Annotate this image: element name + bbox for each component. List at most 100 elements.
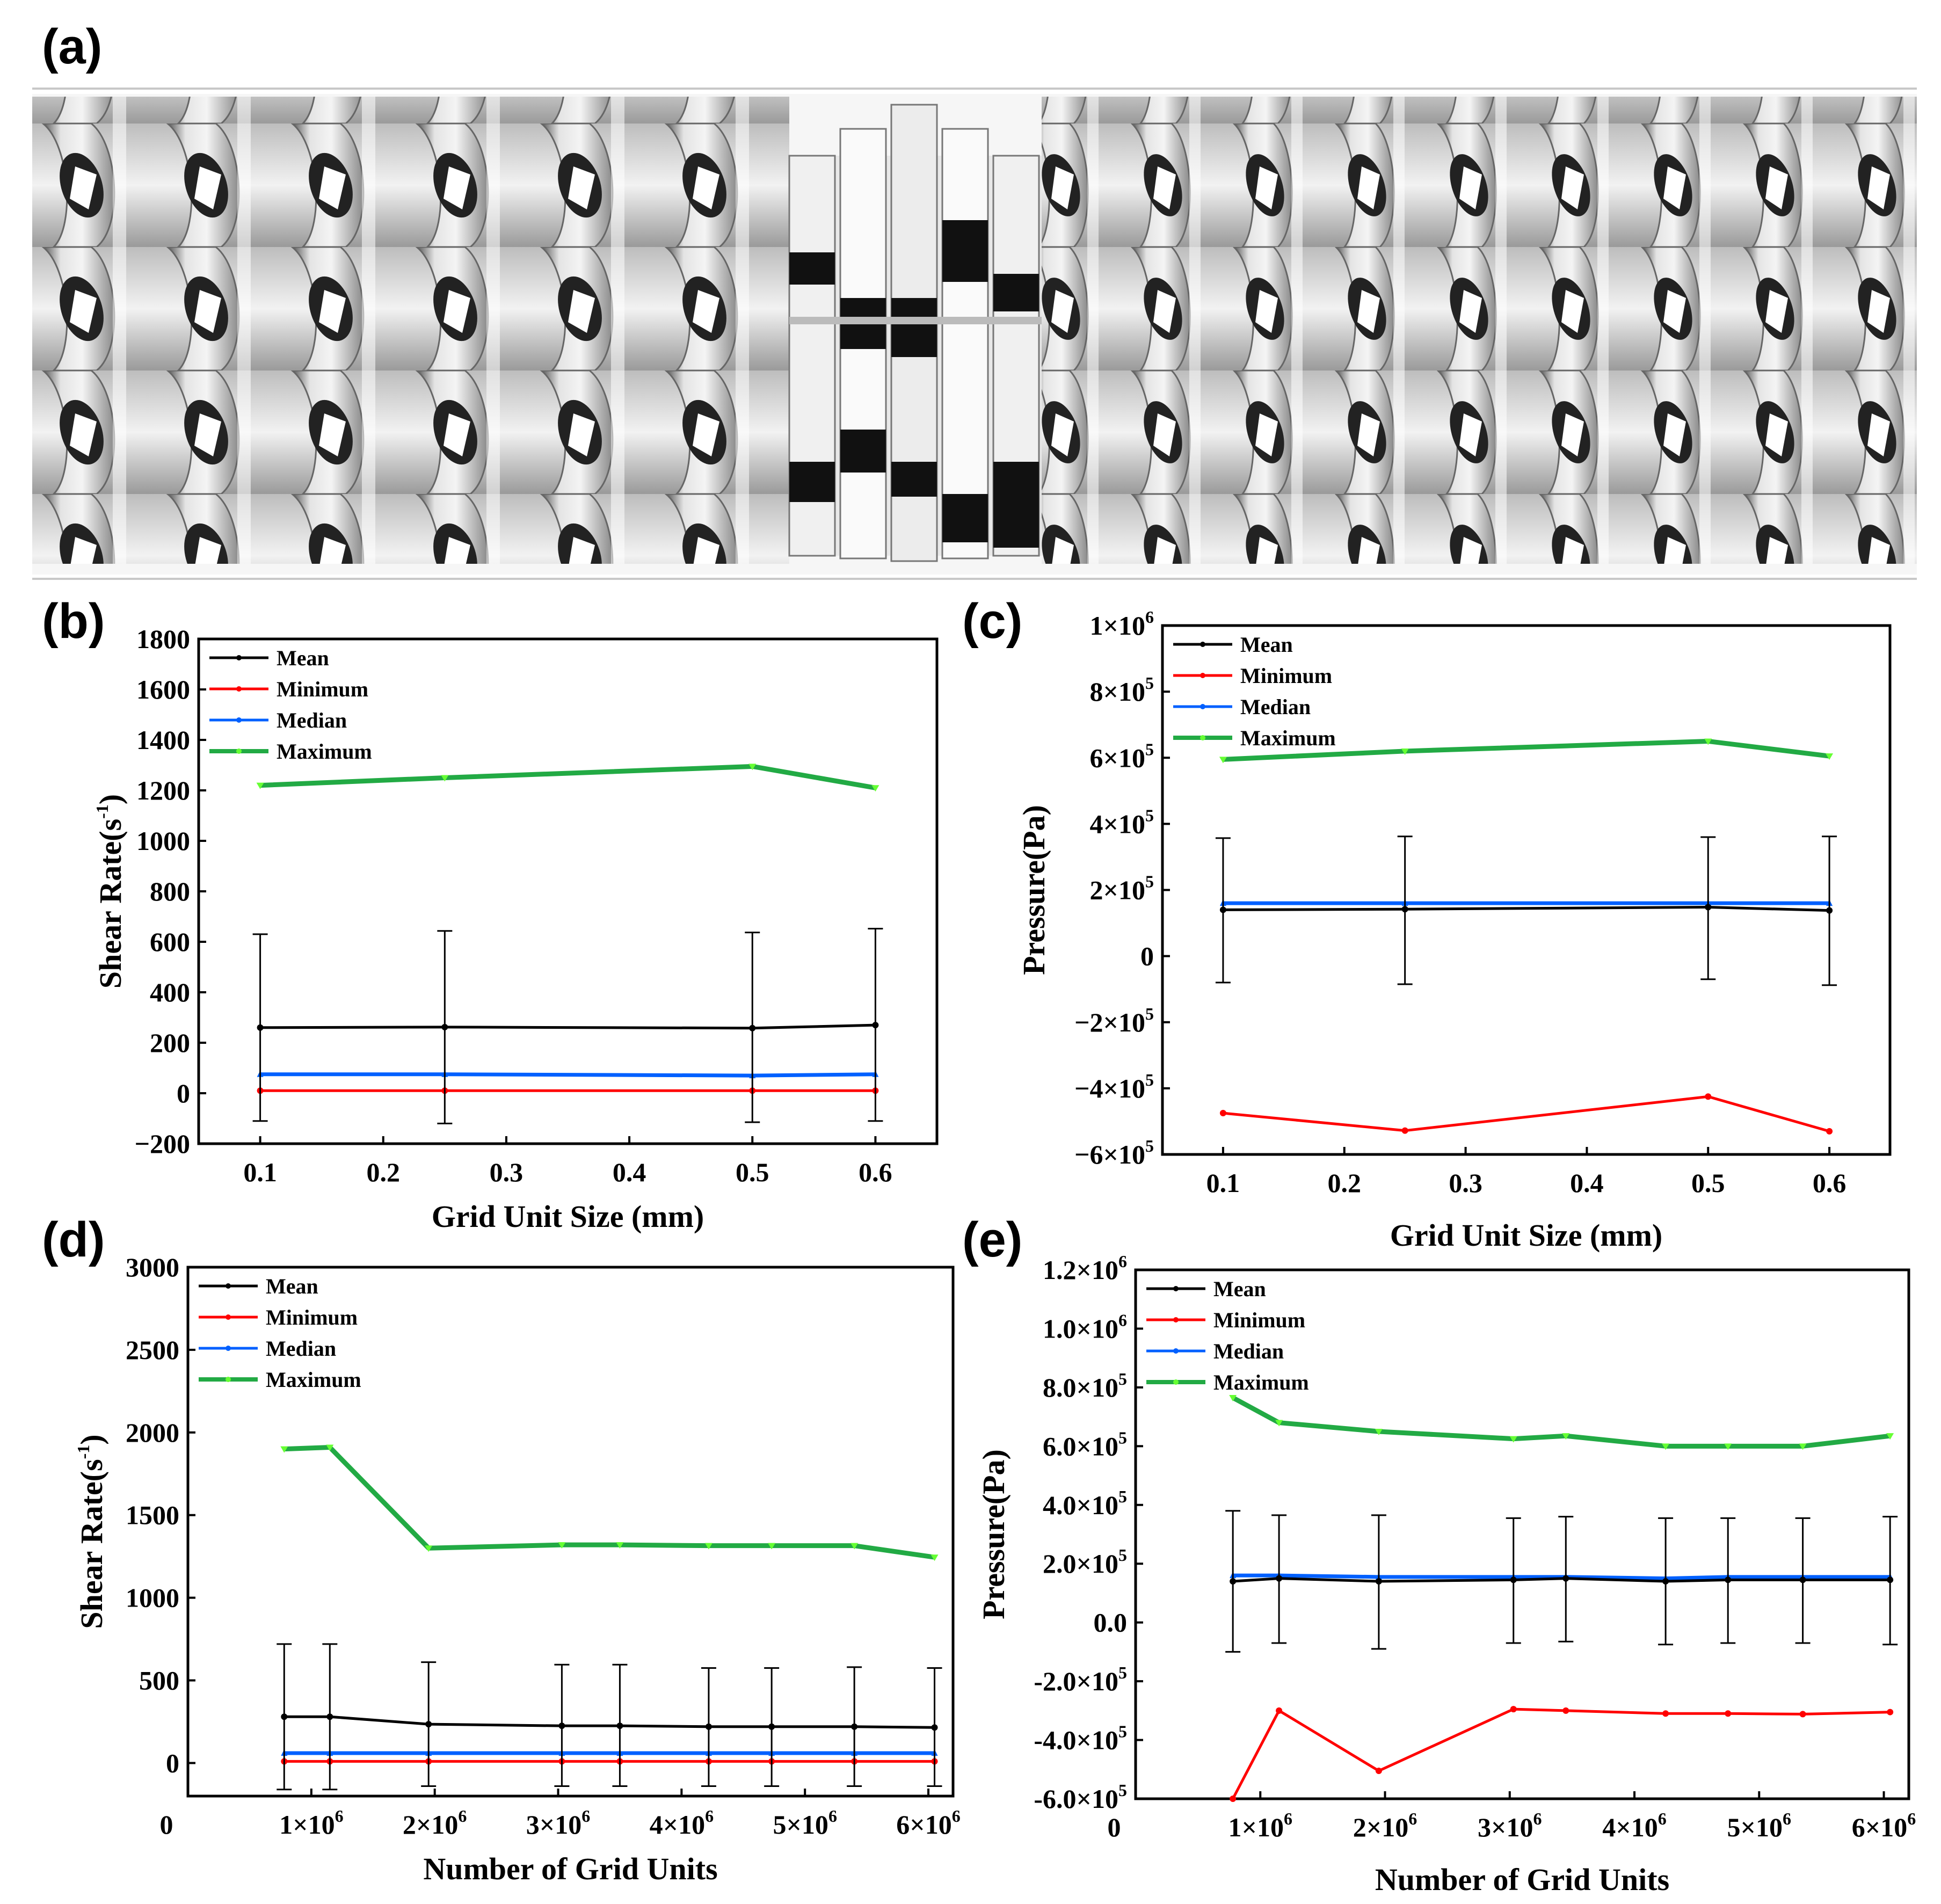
- data-point-minimum: [1219, 1110, 1226, 1117]
- y-tick-label-mantissa: −4×10: [1074, 1073, 1145, 1103]
- x-tick-label-mantissa: 3×10: [526, 1809, 582, 1840]
- y-axis-label: Shear Rate(s-1): [92, 794, 128, 989]
- data-point-minimum: [1705, 1093, 1712, 1100]
- y-axis-label: Pressure(Pa): [1016, 805, 1051, 975]
- data-point-maximum: [704, 1543, 713, 1550]
- series-line-minimum: [1223, 1095, 1830, 1133]
- plot-frame: [1134, 1268, 1910, 1800]
- y-tick-label-mantissa: 1.0×10: [1043, 1313, 1118, 1343]
- data-point-maximum: [256, 782, 264, 789]
- y-axis-label-end: ): [74, 1434, 109, 1444]
- y-axis-label: Pressure(Pa): [976, 1449, 1011, 1619]
- x-tick-label-exponent: 6: [1533, 1809, 1542, 1828]
- y-tick-label-mantissa: 8.0×10: [1043, 1372, 1118, 1402]
- legend-label-maximum: Maximum: [277, 739, 372, 764]
- data-point-minimum: [1662, 1710, 1669, 1717]
- x-tick-label: 0.3: [1449, 1168, 1482, 1198]
- y-tick-label: 2500: [126, 1335, 179, 1365]
- data-point-maximum: [1219, 757, 1227, 764]
- data-point-minimum: [1562, 1707, 1569, 1714]
- y-tick-label: 1800: [136, 624, 190, 654]
- data-point-maximum: [425, 1545, 433, 1552]
- data-point-maximum: [1375, 1428, 1383, 1435]
- y-tick-label: 500: [139, 1666, 179, 1696]
- x-tick-label-mantissa: 6×10: [1852, 1812, 1908, 1842]
- legend-label-median: Median: [266, 1336, 336, 1361]
- x-tick-label: 4×106: [650, 1806, 714, 1840]
- panel-label-c: (c): [962, 594, 1022, 649]
- y-tick-label-mantissa: -4.0×10: [1034, 1725, 1118, 1755]
- data-point-maximum: [930, 1554, 939, 1561]
- x-tick-label-mantissa: 5×10: [1727, 1812, 1783, 1842]
- series-line-mean: [1223, 906, 1830, 912]
- legend-label-minimum: Minimum: [277, 677, 368, 701]
- data-point-maximum: [1704, 738, 1712, 745]
- y-tick-label-exponent: 5: [1145, 805, 1154, 825]
- legend-label-mean: Mean: [266, 1274, 318, 1298]
- y-axis-label-base: Pressure(Pa): [976, 1449, 1011, 1619]
- x-tick-label-mantissa: 4×10: [650, 1809, 706, 1840]
- legend-marker-minimum: [1200, 673, 1205, 678]
- y-tick-label: 1600: [136, 674, 190, 704]
- data-point-maximum: [558, 1542, 566, 1549]
- legend-marker-mean: [1173, 1286, 1179, 1291]
- y-tick-label: 6×105: [1090, 739, 1154, 773]
- legend-label-minimum: Minimum: [1213, 1308, 1305, 1332]
- plot-frame: [186, 1266, 955, 1798]
- series-line-mean: [1233, 1577, 1891, 1583]
- data-point-minimum: [1826, 1128, 1833, 1135]
- data-point-minimum: [1276, 1707, 1283, 1714]
- legend-label-maximum: Maximum: [1213, 1370, 1309, 1394]
- series-line-maximum: [1232, 1396, 1891, 1449]
- legend-marker-maximum: [1173, 1379, 1179, 1385]
- y-tick-label: 1.0×106: [1043, 1310, 1127, 1343]
- data-point-minimum: [1375, 1768, 1382, 1775]
- y-tick-label: 4.0×105: [1043, 1487, 1127, 1520]
- legend-marker-maximum: [236, 748, 242, 754]
- lower-screw-conveying-left: [32, 311, 789, 564]
- panel-label-b: (b): [42, 594, 105, 649]
- data-point-maximum: [748, 764, 757, 771]
- y-tick-label: 8×105: [1090, 673, 1154, 707]
- chart-c: −6×105−4×105−2×10502×1054×1056×1058×1051…: [1016, 607, 1892, 1253]
- x-tick-label: 0.6: [1813, 1168, 1847, 1198]
- legend-label-maximum: Maximum: [266, 1368, 361, 1392]
- x-tick-label-exponent: 6: [335, 1806, 344, 1826]
- x-tick-label-mantissa: 2×10: [1353, 1812, 1409, 1842]
- series-line-mean: [260, 1023, 876, 1030]
- data-point-maximum: [1401, 748, 1409, 755]
- lower-screw-conveying-right: [1042, 311, 1917, 564]
- legend-marker-minimum: [226, 1314, 231, 1320]
- x-tick-label-mantissa: 4×10: [1602, 1812, 1658, 1842]
- y-tick-label-exponent: 6: [1118, 1252, 1127, 1271]
- y-tick-label-exponent: 5: [1118, 1369, 1127, 1389]
- y-tick-label: 1200: [136, 775, 190, 805]
- legend-label-median: Median: [277, 708, 347, 732]
- y-tick-label: 400: [150, 977, 190, 1007]
- y-axis-label-end: ): [93, 794, 128, 804]
- series-line-median: [260, 1072, 876, 1078]
- x-tick-label-mantissa: 3×10: [1478, 1812, 1533, 1842]
- legend-marker-minimum: [236, 686, 242, 692]
- legend-marker-median: [226, 1346, 231, 1351]
- y-axis-label-base: Pressure(Pa): [1016, 805, 1051, 975]
- upper-screw-conveying-left: [32, 97, 789, 322]
- x-tick-label: 0.1: [243, 1157, 277, 1187]
- y-tick-label-exponent: 6: [1118, 1310, 1127, 1329]
- x-axis-label: Grid Unit Size (mm): [432, 1199, 704, 1234]
- y-tick-label: 0: [177, 1078, 190, 1108]
- y-axis-label-base: Shear Rate(s: [74, 1459, 109, 1629]
- y-tick-label-exponent: 5: [1118, 1487, 1127, 1506]
- y-axis-label-sup: -1: [92, 804, 112, 819]
- y-tick-label: -4.0×105: [1034, 1722, 1127, 1755]
- legend-label-median: Median: [1240, 695, 1311, 719]
- x-origin-label: 0: [160, 1809, 173, 1840]
- y-tick-label: 200: [150, 1028, 190, 1058]
- x-tick-label-exponent: 6: [1284, 1809, 1292, 1828]
- legend-label-mean: Mean: [1240, 633, 1293, 657]
- x-tick-label-mantissa: 5×10: [773, 1809, 828, 1840]
- data-point-maximum: [850, 1543, 859, 1550]
- x-tick-label: 2×106: [403, 1806, 467, 1840]
- y-tick-label-mantissa: 6×10: [1090, 743, 1146, 773]
- data-point-maximum: [280, 1446, 288, 1453]
